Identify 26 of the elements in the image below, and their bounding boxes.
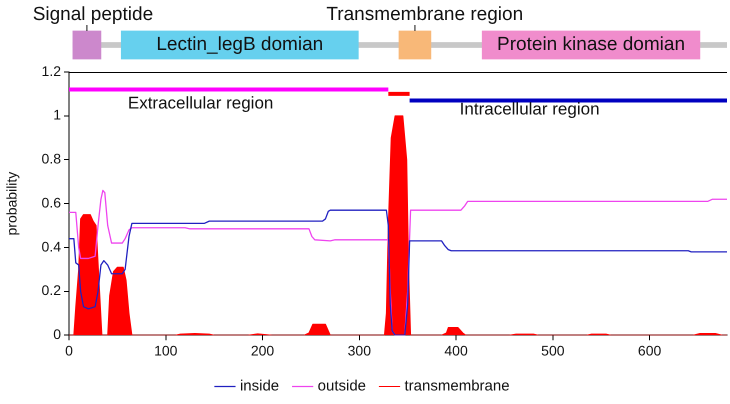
legend-label: outside: [318, 378, 366, 395]
y-tick-label: 1.2: [42, 62, 62, 79]
bar: [72, 30, 102, 60]
annotation: Extracellular region: [128, 94, 274, 113]
series-label: Lectin_legB domian: [156, 34, 324, 56]
annotation: Intracellular region: [460, 100, 600, 119]
x-tick-label: 400: [444, 342, 468, 358]
y-tick-label: 0.2: [42, 282, 62, 298]
x-tick-label: 600: [638, 342, 662, 358]
x-tick-label: 500: [541, 342, 565, 358]
y-axis-title: probability: [3, 172, 20, 236]
y-tick-label: 0.8: [42, 150, 62, 167]
series-label: Transmembrane region: [326, 4, 524, 26]
bar: [398, 30, 432, 60]
y-tick-label: 1: [53, 106, 62, 123]
x-tick-label: 0: [65, 342, 74, 358]
x-tick-label: 200: [250, 342, 274, 358]
y-tick-label: 0.4: [42, 238, 62, 254]
y-tick-label: 0.6: [42, 194, 62, 210]
x-tick-label: 300: [348, 342, 372, 358]
legend-label: inside: [240, 378, 280, 395]
series-label: Signal peptide: [32, 4, 154, 26]
x-tick-label: 100: [154, 342, 178, 358]
y-tick-label: 0: [53, 326, 62, 342]
legend-label: transmembrane: [404, 378, 510, 395]
series-label: Protein kinase domian: [497, 34, 686, 56]
